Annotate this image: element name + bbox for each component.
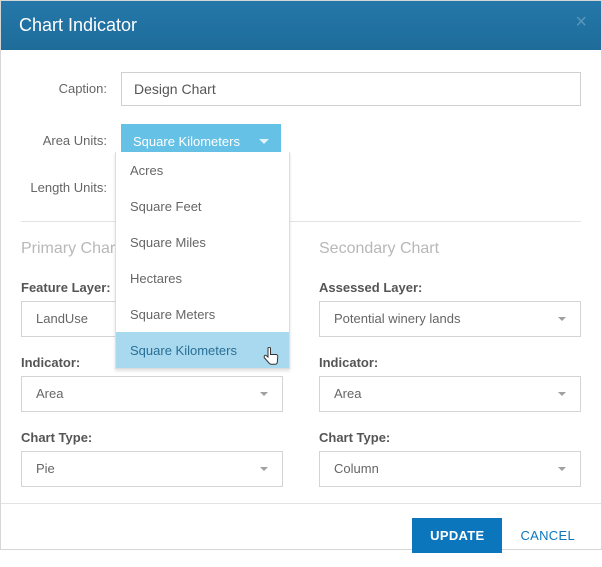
chevron-down-icon [558,317,566,321]
option-label: Square Meters [130,307,215,322]
option-label: Square Feet [130,199,202,214]
area-units-row: Area Units: Square Kilometers [21,124,581,158]
length-units-row: Length Units: [21,180,581,197]
close-icon[interactable]: × [575,11,587,34]
dropdown-option-square-miles[interactable]: Square Miles [116,224,289,260]
primary-indicator-select[interactable]: Area [21,376,283,412]
primary-indicator-value: Area [36,386,63,401]
option-label: Hectares [130,271,182,286]
charts-area: Primary Chart Feature Layer: LandUse Ind… [21,240,581,495]
chart-indicator-dialog: Chart Indicator × Caption: Area Units: S… [0,0,602,550]
dialog-content: Caption: Area Units: Square Kilometers L… [1,50,601,503]
dropdown-option-acres[interactable]: Acres [116,152,289,188]
option-label: Acres [130,163,163,178]
dropdown-option-square-feet[interactable]: Square Feet [116,188,289,224]
secondary-chart-column: Secondary Chart Assessed Layer: Potentia… [319,240,581,495]
primary-chart-type-label: Chart Type: [21,430,283,445]
chevron-down-icon [260,392,268,396]
assessed-layer-value: Potential winery lands [334,311,460,326]
chevron-down-icon [259,139,269,144]
area-units-dropdown[interactable]: Acres Square Feet Square Miles Hectares … [115,152,290,369]
chevron-down-icon [260,467,268,471]
dialog-footer: UPDATE CANCEL [1,503,601,567]
chevron-down-icon [558,467,566,471]
chevron-down-icon [558,392,566,396]
secondary-indicator-value: Area [334,386,361,401]
length-units-label: Length Units: [21,180,121,197]
option-label: Square Miles [130,235,206,250]
secondary-indicator-label: Indicator: [319,355,581,370]
secondary-chart-type-label: Chart Type: [319,430,581,445]
cancel-button[interactable]: CANCEL [512,518,583,553]
dialog-title: Chart Indicator [19,15,137,35]
primary-chart-type-value: Pie [36,461,55,476]
secondary-chart-type-select[interactable]: Column [319,451,581,487]
assessed-layer-select[interactable]: Potential winery lands [319,301,581,337]
area-units-selected-value: Square Kilometers [133,134,240,149]
area-units-label: Area Units: [21,133,121,150]
secondary-indicator-select[interactable]: Area [319,376,581,412]
caption-input[interactable] [121,72,581,106]
feature-layer-value: LandUse [36,311,88,326]
assessed-layer-label: Assessed Layer: [319,280,581,295]
caption-label: Caption: [21,81,121,98]
update-button[interactable]: UPDATE [412,518,502,553]
dialog-titlebar: Chart Indicator × [1,1,601,50]
secondary-chart-type-value: Column [334,461,379,476]
divider [21,221,581,222]
dropdown-option-square-meters[interactable]: Square Meters [116,296,289,332]
dropdown-option-square-kilometers[interactable]: Square Kilometers [116,332,289,368]
option-label: Square Kilometers [130,343,237,358]
dropdown-option-hectares[interactable]: Hectares [116,260,289,296]
pointer-cursor-icon [263,347,279,370]
primary-chart-type-select[interactable]: Pie [21,451,283,487]
secondary-chart-title: Secondary Chart [319,240,581,258]
caption-row: Caption: [21,72,581,106]
